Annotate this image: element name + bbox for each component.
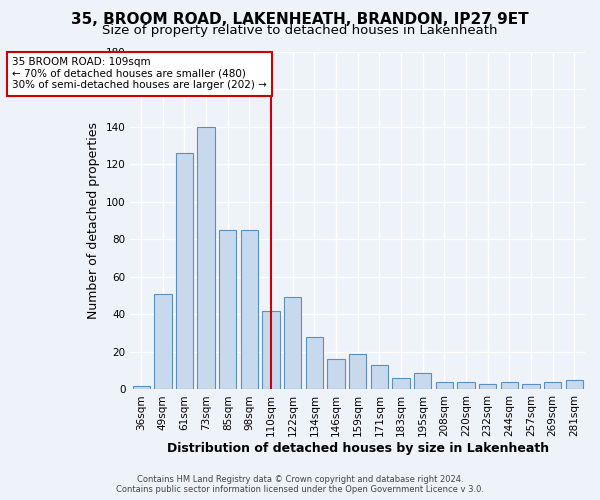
Bar xyxy=(544,382,561,390)
Bar xyxy=(414,372,431,390)
Bar xyxy=(436,382,453,390)
Bar xyxy=(284,298,301,390)
Bar xyxy=(197,126,215,390)
Bar xyxy=(392,378,410,390)
Bar xyxy=(154,294,172,390)
Bar xyxy=(328,360,344,390)
Bar xyxy=(133,386,150,390)
Bar xyxy=(306,337,323,390)
Bar xyxy=(457,382,475,390)
Bar xyxy=(566,380,583,390)
Bar xyxy=(241,230,258,390)
Text: Size of property relative to detached houses in Lakenheath: Size of property relative to detached ho… xyxy=(102,24,498,37)
Y-axis label: Number of detached properties: Number of detached properties xyxy=(87,122,100,319)
Bar xyxy=(479,384,496,390)
Bar xyxy=(500,382,518,390)
Text: 35, BROOM ROAD, LAKENHEATH, BRANDON, IP27 9ET: 35, BROOM ROAD, LAKENHEATH, BRANDON, IP2… xyxy=(71,12,529,28)
Bar xyxy=(371,365,388,390)
Bar xyxy=(262,310,280,390)
Bar xyxy=(522,384,539,390)
Text: Contains HM Land Registry data © Crown copyright and database right 2024.
Contai: Contains HM Land Registry data © Crown c… xyxy=(116,474,484,494)
Bar xyxy=(349,354,367,390)
Bar xyxy=(176,153,193,390)
Text: 35 BROOM ROAD: 109sqm
← 70% of detached houses are smaller (480)
30% of semi-det: 35 BROOM ROAD: 109sqm ← 70% of detached … xyxy=(12,57,267,90)
X-axis label: Distribution of detached houses by size in Lakenheath: Distribution of detached houses by size … xyxy=(167,442,549,455)
Bar xyxy=(219,230,236,390)
